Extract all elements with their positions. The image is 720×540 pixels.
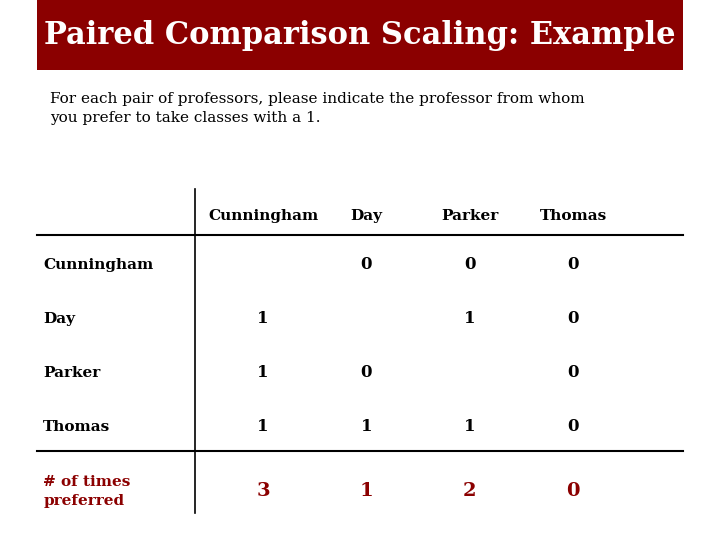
Text: 1: 1 (257, 310, 269, 327)
Text: 2: 2 (463, 482, 477, 501)
Text: Day: Day (43, 312, 76, 326)
Text: 1: 1 (257, 418, 269, 435)
Text: 0: 0 (567, 482, 580, 501)
Text: 0: 0 (567, 364, 579, 381)
Text: 0: 0 (361, 364, 372, 381)
FancyBboxPatch shape (37, 0, 683, 70)
Text: 0: 0 (567, 256, 579, 273)
Text: 1: 1 (361, 418, 372, 435)
Text: 1: 1 (464, 418, 476, 435)
Text: Day: Day (351, 209, 382, 223)
Text: For each pair of professors, please indicate the professor from whom
you prefer : For each pair of professors, please indi… (50, 92, 585, 125)
Text: 0: 0 (464, 256, 476, 273)
Text: Cunningham: Cunningham (208, 209, 318, 223)
Text: Thomas: Thomas (540, 209, 607, 223)
Text: Thomas: Thomas (43, 420, 111, 434)
Text: 0: 0 (567, 418, 579, 435)
Text: # of times
preferred: # of times preferred (43, 475, 130, 508)
Text: 1: 1 (257, 364, 269, 381)
Text: 3: 3 (256, 482, 270, 501)
Text: Parker: Parker (43, 366, 101, 380)
Text: 1: 1 (464, 310, 476, 327)
Text: 0: 0 (567, 310, 579, 327)
Text: Cunningham: Cunningham (43, 258, 153, 272)
Text: Parker: Parker (441, 209, 498, 223)
Text: 1: 1 (359, 482, 374, 501)
Text: Paired Comparison Scaling: Example: Paired Comparison Scaling: Example (44, 19, 676, 51)
Text: 0: 0 (361, 256, 372, 273)
